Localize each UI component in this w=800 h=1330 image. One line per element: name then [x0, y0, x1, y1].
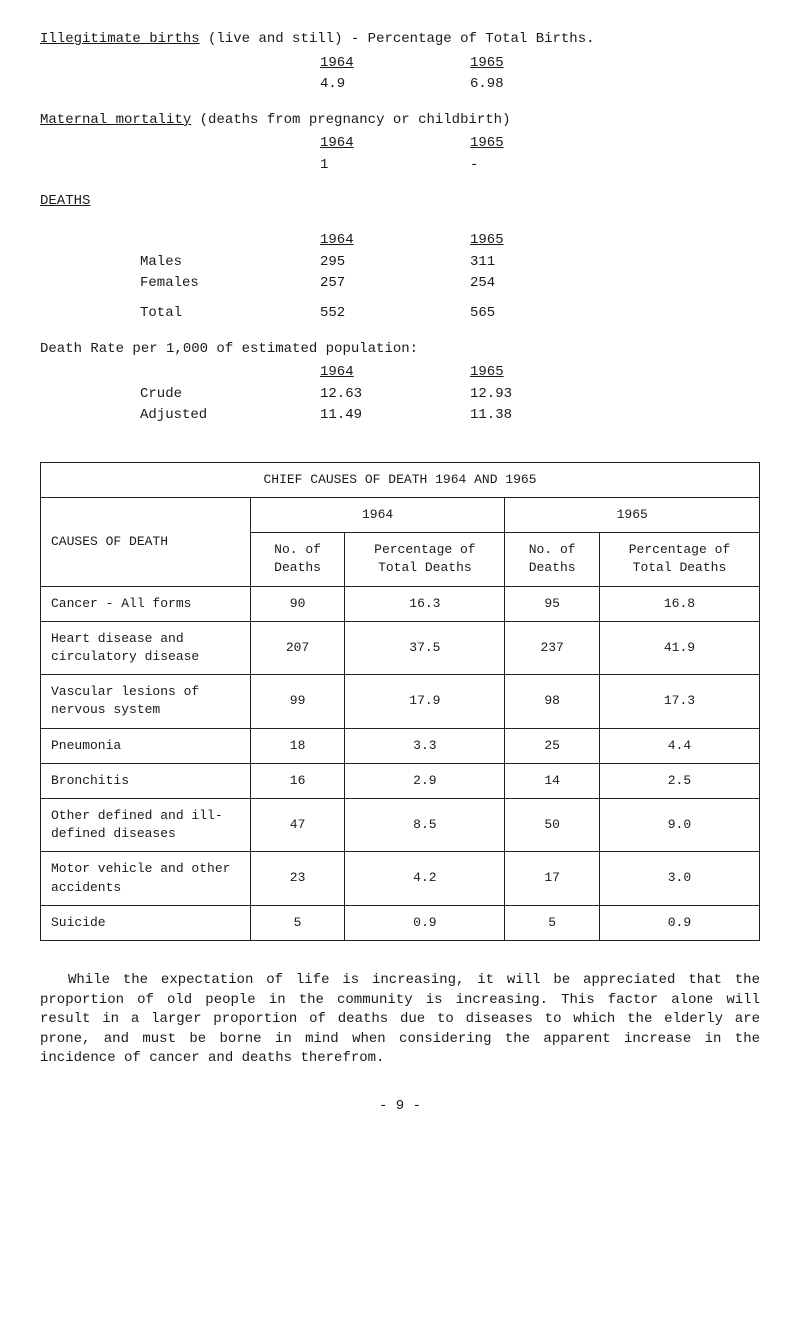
deaths-year1: 1964	[320, 231, 470, 251]
cause-n1: 99	[250, 675, 345, 728]
causes-col-pct-1: Percentage of Total Deaths	[345, 533, 505, 586]
cause-n1: 207	[250, 621, 345, 674]
cause-label: Other defined and ill-defined diseases	[41, 798, 251, 851]
cause-label: Bronchitis	[41, 763, 251, 798]
cause-p1: 4.2	[345, 852, 505, 905]
maternal-year1: 1964	[320, 134, 470, 154]
deaths-row-v1: 295	[320, 253, 470, 273]
cause-label: Cancer - All forms	[41, 586, 251, 621]
causes-year2: 1965	[505, 498, 760, 533]
cause-p1: 2.9	[345, 763, 505, 798]
illegitimate-val1: 4.9	[320, 75, 470, 95]
table-row: Other defined and ill-defined diseases47…	[41, 798, 760, 851]
cause-n1: 5	[250, 905, 345, 940]
causes-col-pct-2: Percentage of Total Deaths	[599, 533, 759, 586]
cause-label: Vascular lesions of nervous system	[41, 675, 251, 728]
maternal-year2: 1965	[470, 134, 620, 154]
cause-p2: 0.9	[599, 905, 759, 940]
deaths-row: Males295311	[40, 253, 760, 273]
cause-label: Motor vehicle and other accidents	[41, 852, 251, 905]
cause-n1: 16	[250, 763, 345, 798]
rate-row-v1: 12.63	[320, 385, 470, 405]
deaths-row-label: Females	[40, 274, 320, 294]
cause-label: Suicide	[41, 905, 251, 940]
cause-p1: 0.9	[345, 905, 505, 940]
deaths-year2: 1965	[470, 231, 620, 251]
table-row: Suicide50.950.9	[41, 905, 760, 940]
cause-p1: 3.3	[345, 728, 505, 763]
cause-n2: 25	[505, 728, 600, 763]
cause-p1: 17.9	[345, 675, 505, 728]
maternal-title-rest: (deaths from pregnancy or childbirth)	[191, 112, 510, 128]
deaths-row: Females257254	[40, 274, 760, 294]
causes-col-no-2: No. of Deaths	[505, 533, 600, 586]
cause-n2: 14	[505, 763, 600, 798]
deaths-row-v2: 254	[470, 274, 620, 294]
table-row: Heart disease and circulatory disease207…	[41, 621, 760, 674]
cause-p1: 16.3	[345, 586, 505, 621]
cause-n1: 90	[250, 586, 345, 621]
rate-row-v2: 12.93	[470, 385, 620, 405]
cause-n1: 18	[250, 728, 345, 763]
maternal-val1: 1	[320, 156, 470, 176]
rate-row: Adjusted11.4911.38	[40, 406, 760, 426]
rate-title: Death Rate per 1,000 of estimated popula…	[40, 340, 760, 360]
cause-p2: 2.5	[599, 763, 759, 798]
deaths-row: Total552565	[40, 304, 760, 324]
causes-year1: 1964	[250, 498, 505, 533]
table-row: Cancer - All forms9016.39516.8	[41, 586, 760, 621]
illegitimate-title-underline: Illegitimate births	[40, 31, 200, 47]
causes-table: CHIEF CAUSES OF DEATH 1964 AND 1965 CAUS…	[40, 462, 760, 941]
cause-n2: 5	[505, 905, 600, 940]
cause-n2: 98	[505, 675, 600, 728]
cause-p1: 8.5	[345, 798, 505, 851]
cause-n2: 237	[505, 621, 600, 674]
deaths-row-v2: 565	[470, 304, 620, 324]
cause-n2: 50	[505, 798, 600, 851]
causes-row-header: CAUSES OF DEATH	[41, 498, 251, 587]
deaths-title: DEATHS	[40, 192, 760, 212]
cause-p2: 4.4	[599, 728, 759, 763]
table-row: Pneumonia183.3254.4	[41, 728, 760, 763]
maternal-title-underline: Maternal mortality	[40, 112, 191, 128]
cause-n1: 23	[250, 852, 345, 905]
page-number: - 9 -	[40, 1097, 760, 1117]
rate-row-label: Adjusted	[40, 406, 320, 426]
table-row: Motor vehicle and other accidents234.217…	[41, 852, 760, 905]
illegitimate-year2: 1965	[470, 54, 620, 74]
illegitimate-year1: 1964	[320, 54, 470, 74]
cause-p2: 9.0	[599, 798, 759, 851]
cause-n2: 17	[505, 852, 600, 905]
deaths-row-v1: 257	[320, 274, 470, 294]
closing-paragraph: While the expectation of life is increas…	[40, 971, 760, 1069]
causes-col-no-1: No. of Deaths	[250, 533, 345, 586]
illegitimate-title-rest: (live and still) - Percentage of Total B…	[200, 31, 595, 47]
cause-p2: 16.8	[599, 586, 759, 621]
maternal-title: Maternal mortality (deaths from pregnanc…	[40, 111, 760, 131]
deaths-row-label: Total	[40, 304, 320, 324]
rate-year2: 1965	[470, 363, 620, 383]
illegitimate-title: Illegitimate births (live and still) - P…	[40, 30, 760, 50]
maternal-val2: -	[470, 156, 620, 176]
rate-row-v2: 11.38	[470, 406, 620, 426]
rate-row-v1: 11.49	[320, 406, 470, 426]
cause-p2: 17.3	[599, 675, 759, 728]
deaths-row-label: Males	[40, 253, 320, 273]
rate-row-label: Crude	[40, 385, 320, 405]
table-row: Bronchitis162.9142.5	[41, 763, 760, 798]
table-row: Vascular lesions of nervous system9917.9…	[41, 675, 760, 728]
rate-year1: 1964	[320, 363, 470, 383]
illegitimate-val2: 6.98	[470, 75, 620, 95]
causes-table-title: CHIEF CAUSES OF DEATH 1964 AND 1965	[41, 462, 760, 497]
cause-p2: 3.0	[599, 852, 759, 905]
cause-n2: 95	[505, 586, 600, 621]
cause-n1: 47	[250, 798, 345, 851]
cause-p1: 37.5	[345, 621, 505, 674]
cause-p2: 41.9	[599, 621, 759, 674]
rate-row: Crude12.6312.93	[40, 385, 760, 405]
deaths-row-v2: 311	[470, 253, 620, 273]
cause-label: Heart disease and circulatory disease	[41, 621, 251, 674]
cause-label: Pneumonia	[41, 728, 251, 763]
deaths-row-v1: 552	[320, 304, 470, 324]
